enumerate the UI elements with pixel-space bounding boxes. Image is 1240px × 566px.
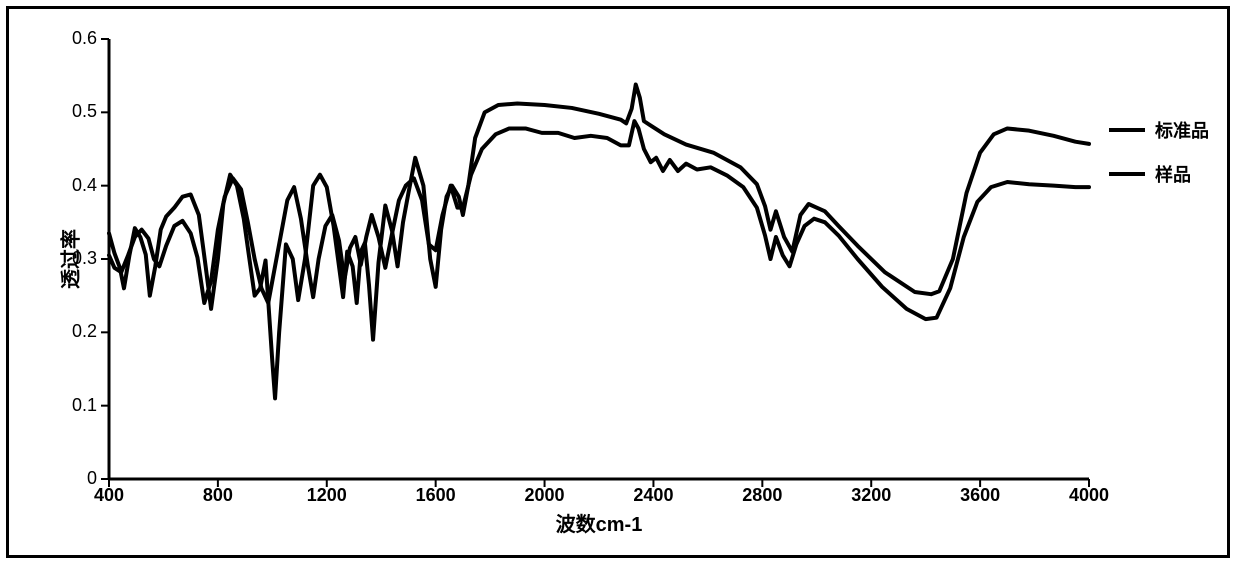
legend-item-sample: 样品 [1109,161,1209,187]
y-tick-label: 0.6 [37,28,97,49]
legend-item-standard: 标准品 [1109,117,1209,143]
x-tick-label: 2800 [732,485,792,506]
legend-label: 标准品 [1155,117,1209,143]
x-tick-label: 1600 [406,485,466,506]
y-tick-label: 0.1 [37,395,97,416]
y-tick-label: 0.5 [37,101,97,122]
legend-line-icon [1109,128,1145,132]
series-标准品 [109,84,1089,398]
legend-line-icon [1109,172,1145,176]
x-tick-label: 3200 [841,485,901,506]
chart-frame: 透过率 波数cm-1 00.10.20.30.40.50.6 400800120… [6,6,1230,558]
x-tick-label: 4000 [1059,485,1119,506]
x-tick-label: 1200 [297,485,357,506]
plot-area: 透过率 波数cm-1 00.10.20.30.40.50.6 400800120… [109,39,1089,479]
x-tick-label: 2000 [515,485,575,506]
y-tick-label: 0.2 [37,321,97,342]
x-axis-title: 波数cm-1 [556,508,643,537]
x-tick-label: 400 [79,485,139,506]
y-tick-label: 0.4 [37,175,97,196]
legend-label: 样品 [1155,161,1191,187]
y-tick-label: 0.3 [37,248,97,269]
x-tick-label: 800 [188,485,248,506]
chart-svg [109,39,1089,479]
x-tick-label: 3600 [950,485,1010,506]
legend: 标准品 样品 [1109,117,1209,205]
x-tick-label: 2400 [623,485,683,506]
